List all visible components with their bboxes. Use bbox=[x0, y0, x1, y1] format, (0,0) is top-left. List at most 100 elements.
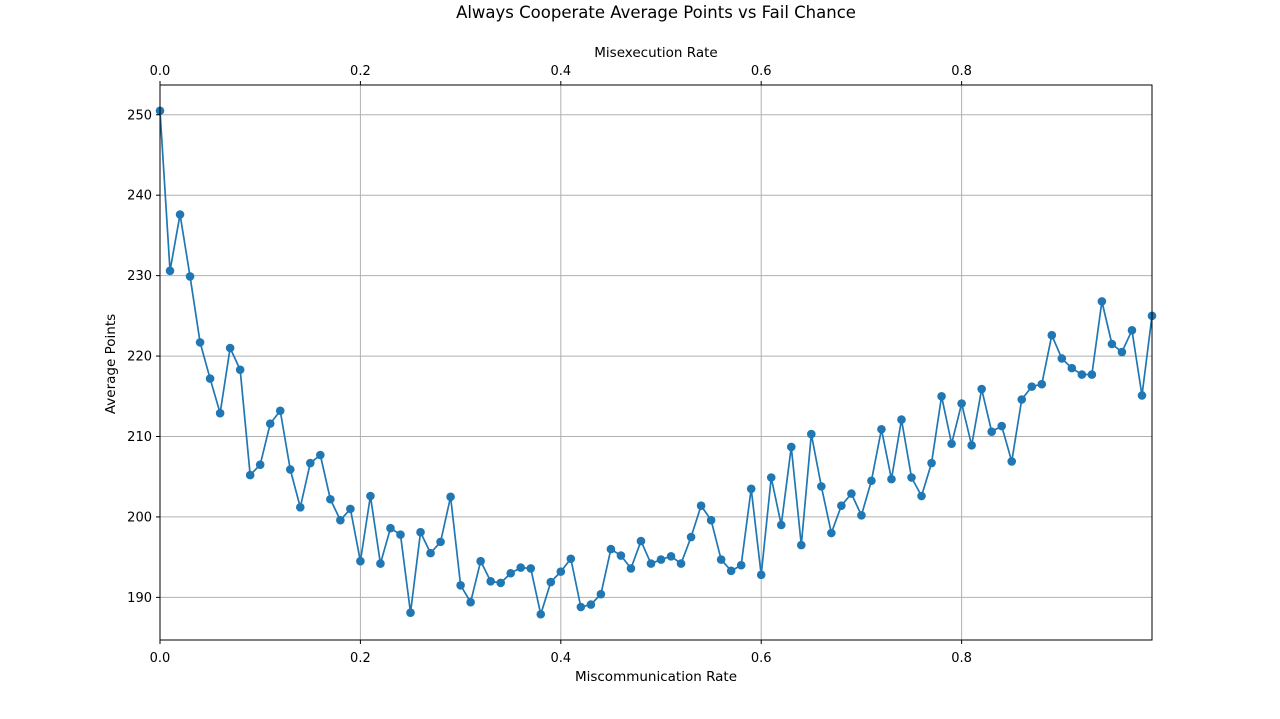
y-tick-label: 190 bbox=[127, 591, 152, 606]
top-x-axis-ticks: 0.0 0.2 0.4 0.6 0.8 bbox=[150, 64, 972, 85]
data-point bbox=[476, 556, 485, 566]
data-point bbox=[275, 406, 285, 416]
data-point bbox=[857, 511, 866, 520]
data-point bbox=[716, 555, 726, 564]
data-point bbox=[1027, 382, 1037, 391]
data-point bbox=[756, 570, 766, 580]
data-point bbox=[506, 568, 516, 578]
data-point bbox=[1087, 370, 1097, 379]
data-point bbox=[807, 429, 816, 439]
data-point bbox=[596, 589, 606, 599]
data-point bbox=[165, 266, 175, 276]
data-point bbox=[626, 564, 636, 573]
data-point bbox=[696, 501, 706, 510]
data-point bbox=[746, 484, 756, 494]
data-point bbox=[326, 494, 335, 504]
data-point bbox=[416, 527, 425, 537]
data-point bbox=[897, 415, 906, 424]
data-point bbox=[827, 528, 836, 538]
top-x-tick-label: 0.2 bbox=[350, 64, 371, 79]
data-point bbox=[255, 460, 265, 469]
data-point bbox=[837, 501, 846, 510]
top-x-tick-label: 0.0 bbox=[150, 64, 171, 79]
data-point bbox=[366, 491, 375, 501]
data-point bbox=[656, 555, 666, 564]
data-point bbox=[526, 564, 536, 573]
x-tick-label: 0.6 bbox=[751, 651, 772, 666]
data-point bbox=[676, 559, 686, 568]
y-axis-label: Average Points bbox=[103, 314, 119, 414]
data-point bbox=[386, 523, 395, 533]
data-point bbox=[376, 559, 385, 568]
data-point bbox=[496, 578, 505, 588]
data-point bbox=[1127, 326, 1137, 335]
data-point bbox=[1097, 297, 1107, 306]
data-point bbox=[466, 597, 475, 607]
y-tick-label: 200 bbox=[127, 510, 152, 525]
data-point bbox=[907, 473, 916, 482]
data-point bbox=[406, 608, 415, 617]
y-tick-label: 240 bbox=[127, 189, 152, 204]
data-point bbox=[867, 476, 876, 486]
data-series bbox=[155, 106, 1157, 619]
data-point bbox=[847, 489, 856, 498]
data-point bbox=[486, 576, 495, 586]
data-point bbox=[576, 602, 586, 612]
data-point bbox=[616, 551, 626, 560]
x-axis-ticks: 0.0 0.2 0.4 0.6 0.8 bbox=[150, 640, 972, 666]
data-point bbox=[646, 559, 656, 568]
data-point bbox=[1137, 391, 1147, 400]
data-point bbox=[1017, 395, 1027, 404]
y-axis-ticks: 190 200 210 220 230 240 250 bbox=[127, 108, 160, 606]
data-point bbox=[1037, 379, 1047, 389]
data-point bbox=[686, 532, 696, 542]
data-point bbox=[295, 502, 305, 512]
data-point bbox=[536, 609, 546, 619]
data-point bbox=[1117, 347, 1127, 357]
data-point bbox=[636, 536, 646, 546]
data-point bbox=[776, 520, 786, 530]
data-point bbox=[666, 552, 676, 561]
data-point bbox=[1107, 339, 1117, 349]
data-point bbox=[877, 424, 886, 434]
data-point bbox=[917, 491, 926, 501]
chart-title: Always Cooperate Average Points vs Fail … bbox=[456, 3, 856, 22]
data-point bbox=[336, 515, 345, 525]
data-point bbox=[436, 537, 445, 547]
data-point bbox=[1067, 363, 1077, 373]
data-point bbox=[927, 458, 936, 468]
data-point bbox=[887, 474, 896, 484]
data-point bbox=[225, 343, 235, 353]
data-point bbox=[987, 427, 996, 436]
data-point bbox=[215, 408, 225, 418]
data-point bbox=[947, 439, 956, 449]
y-tick-label: 210 bbox=[127, 430, 152, 445]
data-point bbox=[446, 492, 455, 502]
data-point bbox=[766, 473, 776, 482]
x-tick-label: 0.8 bbox=[951, 651, 972, 666]
data-point bbox=[316, 450, 325, 460]
data-point bbox=[1047, 330, 1057, 340]
y-tick-label: 250 bbox=[127, 108, 152, 123]
data-point bbox=[736, 560, 746, 570]
grid-lines bbox=[159, 85, 1152, 640]
data-point bbox=[1057, 354, 1067, 363]
data-point bbox=[175, 210, 185, 219]
data-point bbox=[456, 581, 465, 590]
data-point bbox=[566, 554, 576, 564]
data-point bbox=[1007, 457, 1017, 466]
data-point bbox=[396, 530, 405, 539]
data-point bbox=[977, 384, 986, 394]
data-point bbox=[957, 399, 966, 408]
data-point bbox=[195, 338, 205, 347]
data-point bbox=[817, 482, 826, 491]
x-tick-label: 0.4 bbox=[550, 651, 571, 666]
top-x-axis-label: Misexecution Rate bbox=[594, 45, 717, 61]
data-point bbox=[426, 548, 435, 558]
data-point bbox=[726, 566, 736, 576]
top-x-tick-label: 0.6 bbox=[751, 64, 772, 79]
data-point bbox=[245, 470, 255, 480]
data-point bbox=[997, 421, 1006, 431]
series-line bbox=[159, 110, 1153, 616]
